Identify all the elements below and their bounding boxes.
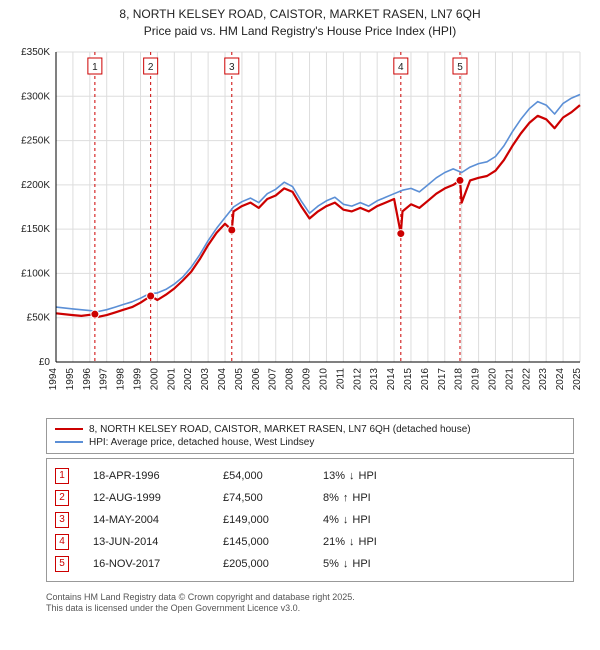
legend-label: 8, NORTH KELSEY ROAD, CAISTOR, MARKET RA… bbox=[89, 424, 471, 435]
svg-text:£100K: £100K bbox=[21, 268, 50, 279]
svg-text:2023: 2023 bbox=[538, 367, 549, 390]
svg-text:4: 4 bbox=[398, 62, 404, 73]
title-line-1: 8, NORTH KELSEY ROAD, CAISTOR, MARKET RA… bbox=[10, 6, 590, 23]
arrow-down-icon: ↓ bbox=[349, 470, 355, 482]
svg-text:2024: 2024 bbox=[555, 367, 566, 390]
svg-text:2022: 2022 bbox=[521, 367, 532, 390]
svg-text:2: 2 bbox=[148, 62, 154, 73]
svg-text:2001: 2001 bbox=[166, 367, 177, 390]
arrow-up-icon: ↑ bbox=[343, 492, 349, 504]
svg-text:2007: 2007 bbox=[268, 367, 279, 390]
event-row: 2 12-AUG-1999 £74,500 8%↑HPI bbox=[55, 487, 565, 509]
footer-line-1: Contains HM Land Registry data © Crown c… bbox=[46, 592, 574, 604]
legend: 8, NORTH KELSEY ROAD, CAISTOR, MARKET RA… bbox=[46, 418, 574, 454]
event-marker: 4 bbox=[55, 534, 69, 550]
chart-svg: £0 £50K £100K £150K £200K £250K £300K £350K 1994… bbox=[10, 42, 590, 412]
svg-text:2013: 2013 bbox=[369, 367, 380, 390]
svg-text:2015: 2015 bbox=[403, 367, 414, 390]
event-date: 14-MAY-2004 bbox=[93, 514, 213, 526]
event-marker: 1 bbox=[55, 468, 69, 484]
event-marker: 5 bbox=[55, 556, 69, 572]
price-chart: £0 £50K £100K £150K £200K £250K £300K £350K 1994… bbox=[10, 42, 590, 412]
event-marker: 2 bbox=[55, 490, 69, 506]
event-row: 1 18-APR-1996 £54,000 13%↓HPI bbox=[55, 465, 565, 487]
svg-text:2004: 2004 bbox=[217, 367, 228, 390]
arrow-down-icon: ↓ bbox=[343, 558, 349, 570]
event-price: £145,000 bbox=[223, 536, 313, 548]
legend-label: HPI: Average price, detached house, West… bbox=[89, 437, 314, 448]
svg-text:2020: 2020 bbox=[487, 367, 498, 390]
event-date: 18-APR-1996 bbox=[93, 470, 213, 482]
svg-text:£0: £0 bbox=[39, 357, 51, 368]
event-date: 12-AUG-1999 bbox=[93, 492, 213, 504]
svg-text:2025: 2025 bbox=[572, 367, 583, 390]
event-delta: 21%↓HPI bbox=[323, 536, 433, 548]
event-price: £149,000 bbox=[223, 514, 313, 526]
svg-text:£200K: £200K bbox=[21, 179, 50, 190]
arrow-down-icon: ↓ bbox=[343, 514, 349, 526]
svg-text:2002: 2002 bbox=[183, 367, 194, 390]
svg-text:2011: 2011 bbox=[335, 367, 346, 389]
svg-text:2014: 2014 bbox=[386, 367, 397, 390]
svg-text:1997: 1997 bbox=[99, 367, 110, 390]
events-table: 1 18-APR-1996 £54,000 13%↓HPI 2 12-AUG-1999 £7… bbox=[46, 458, 574, 582]
svg-text:2019: 2019 bbox=[471, 367, 482, 390]
svg-text:2000: 2000 bbox=[149, 367, 160, 390]
event-date: 13-JUN-2014 bbox=[93, 536, 213, 548]
svg-text:1999: 1999 bbox=[133, 367, 144, 390]
event-marker: 3 bbox=[55, 512, 69, 528]
svg-text:3: 3 bbox=[229, 62, 235, 73]
svg-text:2018: 2018 bbox=[454, 367, 465, 390]
event-row: 5 16-NOV-2017 £205,000 5%↓HPI bbox=[55, 553, 565, 575]
svg-text:1995: 1995 bbox=[65, 367, 76, 390]
svg-text:2009: 2009 bbox=[302, 367, 313, 390]
svg-text:2005: 2005 bbox=[234, 367, 245, 390]
svg-text:£300K: £300K bbox=[21, 91, 50, 102]
event-price: £54,000 bbox=[223, 470, 313, 482]
event-row: 3 14-MAY-2004 £149,000 4%↓HPI bbox=[55, 509, 565, 531]
svg-text:2008: 2008 bbox=[285, 367, 296, 390]
legend-swatch bbox=[55, 441, 83, 443]
event-row: 4 13-JUN-2014 £145,000 21%↓HPI bbox=[55, 531, 565, 553]
event-delta: 13%↓HPI bbox=[323, 470, 433, 482]
svg-text:2021: 2021 bbox=[504, 367, 515, 390]
event-price: £74,500 bbox=[223, 492, 313, 504]
legend-row: 8, NORTH KELSEY ROAD, CAISTOR, MARKET RA… bbox=[55, 423, 565, 436]
event-delta: 8%↑HPI bbox=[323, 492, 433, 504]
svg-text:5: 5 bbox=[457, 62, 463, 73]
svg-text:£50K: £50K bbox=[27, 312, 51, 323]
svg-text:£250K: £250K bbox=[21, 135, 50, 146]
legend-swatch bbox=[55, 428, 83, 430]
svg-text:2017: 2017 bbox=[437, 367, 448, 390]
event-delta: 5%↓HPI bbox=[323, 558, 433, 570]
svg-text:1: 1 bbox=[92, 62, 98, 73]
svg-text:2010: 2010 bbox=[318, 367, 329, 390]
legend-row: HPI: Average price, detached house, West… bbox=[55, 436, 565, 449]
svg-text:2006: 2006 bbox=[251, 367, 262, 390]
footer-line-2: This data is licensed under the Open Gov… bbox=[46, 603, 574, 615]
svg-text:£350K: £350K bbox=[21, 47, 50, 58]
event-price: £205,000 bbox=[223, 558, 313, 570]
title-line-2: Price paid vs. HM Land Registry's House … bbox=[10, 23, 590, 40]
svg-text:2003: 2003 bbox=[200, 367, 211, 390]
svg-text:2016: 2016 bbox=[420, 367, 431, 390]
arrow-down-icon: ↓ bbox=[349, 536, 355, 548]
svg-text:1998: 1998 bbox=[116, 367, 127, 390]
svg-text:£150K: £150K bbox=[21, 224, 50, 235]
svg-text:2012: 2012 bbox=[352, 367, 363, 390]
svg-text:1994: 1994 bbox=[48, 367, 59, 390]
event-date: 16-NOV-2017 bbox=[93, 558, 213, 570]
svg-text:1996: 1996 bbox=[82, 367, 93, 390]
event-delta: 4%↓HPI bbox=[323, 514, 433, 526]
